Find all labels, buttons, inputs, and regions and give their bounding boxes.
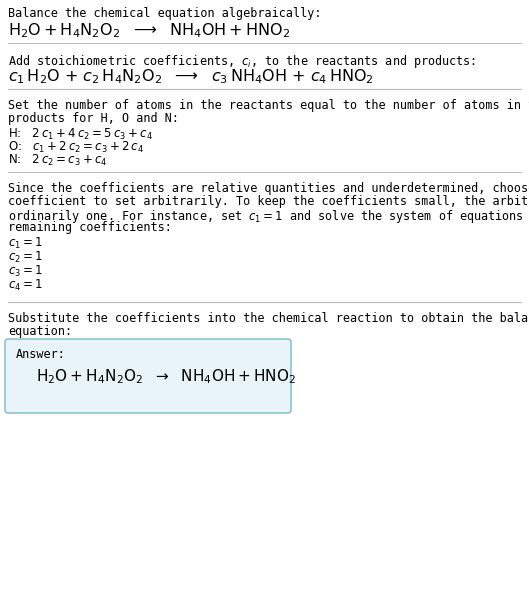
Text: $c_4 = 1$: $c_4 = 1$ (8, 278, 43, 293)
Text: O:   $c_1 + 2\,c_2 = c_3 + 2\,c_4$: O: $c_1 + 2\,c_2 = c_3 + 2\,c_4$ (8, 140, 144, 155)
Text: $c_1 = 1$: $c_1 = 1$ (8, 236, 43, 251)
Text: H:   $2\,c_1 + 4\,c_2 = 5\,c_3 + c_4$: H: $2\,c_1 + 4\,c_2 = 5\,c_3 + c_4$ (8, 127, 153, 142)
Text: ordinarily one. For instance, set $c_1 = 1$ and solve the system of equations fo: ordinarily one. For instance, set $c_1 =… (8, 208, 529, 225)
Text: $\mathregular{H_2O + H_4N_2O_2}$  $\rightarrow$  $\mathregular{NH_4OH + HNO_2}$: $\mathregular{H_2O + H_4N_2O_2}$ $\right… (36, 367, 296, 385)
FancyBboxPatch shape (5, 339, 291, 413)
Text: Set the number of atoms in the reactants equal to the number of atoms in the: Set the number of atoms in the reactants… (8, 99, 529, 112)
Text: Balance the chemical equation algebraically:: Balance the chemical equation algebraica… (8, 7, 322, 20)
Text: $c_1\,\mathregular{H_2O}$ + $c_2\,\mathregular{H_4N_2O_2}$  $\longrightarrow$  $: $c_1\,\mathregular{H_2O}$ + $c_2\,\mathr… (8, 67, 374, 86)
Text: equation:: equation: (8, 325, 72, 338)
Text: coefficient to set arbitrarily. To keep the coefficients small, the arbitrary va: coefficient to set arbitrarily. To keep … (8, 195, 529, 208)
Text: Add stoichiometric coefficients, $c_i$, to the reactants and products:: Add stoichiometric coefficients, $c_i$, … (8, 53, 476, 70)
Text: N:   $2\,c_2 = c_3 + c_4$: N: $2\,c_2 = c_3 + c_4$ (8, 153, 107, 168)
Text: $c_3 = 1$: $c_3 = 1$ (8, 264, 43, 279)
Text: Substitute the coefficients into the chemical reaction to obtain the balanced: Substitute the coefficients into the che… (8, 312, 529, 325)
Text: remaining coefficients:: remaining coefficients: (8, 221, 172, 234)
Text: Answer:: Answer: (16, 348, 66, 361)
Text: Since the coefficients are relative quantities and underdetermined, choose a: Since the coefficients are relative quan… (8, 182, 529, 195)
Text: $\mathregular{H_2O + H_4N_2O_2}$  $\longrightarrow$  $\mathregular{NH_4OH + HNO_: $\mathregular{H_2O + H_4N_2O_2}$ $\longr… (8, 21, 290, 39)
Text: $c_2 = 1$: $c_2 = 1$ (8, 250, 43, 265)
Text: products for H, O and N:: products for H, O and N: (8, 112, 179, 125)
